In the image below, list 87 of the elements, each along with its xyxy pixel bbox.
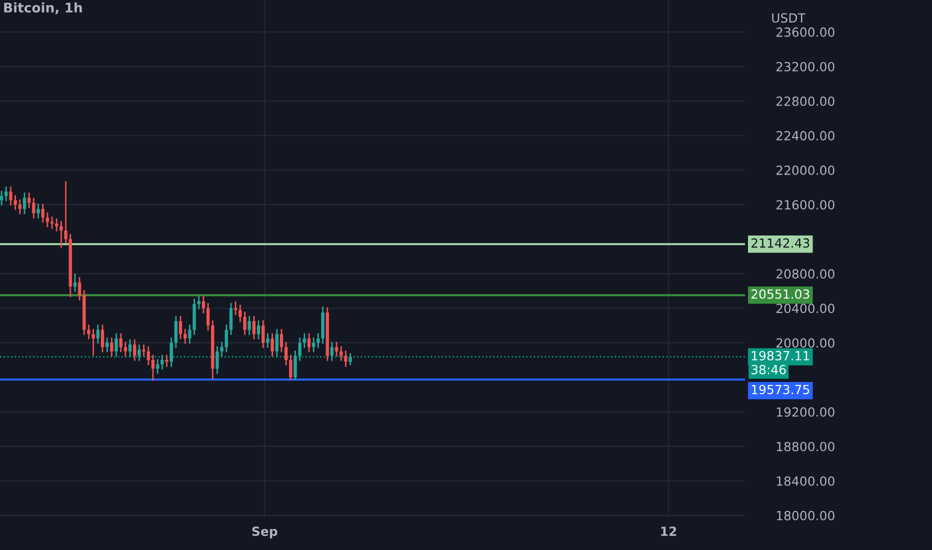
ref-line-label: 20551.03 <box>751 289 810 299</box>
candlestick <box>170 336 173 368</box>
ref-line-label: 19837.11 <box>752 350 810 360</box>
candlestick <box>284 341 288 366</box>
candlestick <box>100 324 104 353</box>
y-tick-label: 23200.00 <box>776 62 834 72</box>
candlestick <box>64 180 68 244</box>
candlestick <box>36 203 40 220</box>
y-tick-label: 18400.00 <box>776 476 834 486</box>
x-tick-label: 12 <box>661 526 676 536</box>
y-tick-label: 22800.00 <box>776 96 834 106</box>
candlestick <box>216 346 219 375</box>
candlestick <box>334 341 338 358</box>
candlestick <box>229 302 233 336</box>
candlestick <box>128 338 132 358</box>
candlestick <box>138 344 141 362</box>
candlestick <box>54 218 58 232</box>
candlestick <box>119 332 122 353</box>
text: 38:46 <box>752 364 786 374</box>
candlestick <box>197 295 200 310</box>
candlestick <box>4 186 8 202</box>
candlestick <box>294 350 297 381</box>
ref-line-label: 19573.75 <box>752 384 810 394</box>
candlestick <box>160 354 164 370</box>
candlestick <box>174 315 178 349</box>
y-tick-label: 18800.00 <box>776 442 834 452</box>
candlestick <box>78 276 82 302</box>
x-tick-label: Sep <box>252 526 278 538</box>
y-tick-label: 20800.00 <box>776 269 834 279</box>
candlestick <box>316 332 320 349</box>
candlestick <box>256 320 260 340</box>
candlestick <box>330 341 334 362</box>
candlestick <box>27 192 31 209</box>
chart-title: Bitcoin, 1h <box>4 2 82 14</box>
candlestick <box>206 302 210 332</box>
y-tick-label: 23600.00 <box>776 27 834 37</box>
candlestick <box>270 332 274 358</box>
y-tick-label: 22000.00 <box>776 166 834 176</box>
candlestick <box>234 300 238 316</box>
candlestick <box>41 203 44 224</box>
candlestick <box>124 341 128 358</box>
candlestick <box>252 315 256 340</box>
candlestick <box>87 324 90 340</box>
candlestick <box>178 315 182 340</box>
candlestick <box>188 324 192 344</box>
y-tick-label: 20400.00 <box>776 304 834 314</box>
candlestick <box>238 304 242 323</box>
candlestick <box>224 324 228 353</box>
candlestick <box>96 324 100 344</box>
y-tick-label: 19200.00 <box>776 407 834 417</box>
candlestick <box>165 354 168 368</box>
candlestick <box>220 341 224 358</box>
candlestick <box>298 336 302 362</box>
candlestick <box>289 354 292 381</box>
candlestick <box>151 354 155 382</box>
candlestick <box>344 350 348 368</box>
candlestick <box>105 336 109 353</box>
candlestick <box>110 336 114 358</box>
candlestick <box>266 332 270 349</box>
candlestick <box>9 186 12 206</box>
y-tick-label: 21600.00 <box>776 200 834 210</box>
ref-line-label: 21142.43 <box>751 238 810 248</box>
candlestick <box>183 328 187 344</box>
candlestick <box>243 310 246 336</box>
candlestick <box>312 336 316 353</box>
candlestick <box>92 328 95 356</box>
candlestick <box>262 320 265 349</box>
candlestick <box>32 197 36 220</box>
candlestick <box>146 346 150 366</box>
candlestick <box>275 328 278 358</box>
y-axis-title: USDT <box>772 13 806 23</box>
candlestick <box>248 315 251 336</box>
candlestick <box>18 198 22 215</box>
candlestick <box>114 332 118 358</box>
candlestick <box>60 220 63 248</box>
candlestick <box>46 212 50 228</box>
candlestick <box>22 192 26 215</box>
y-tick-label: 18000.00 <box>776 510 834 520</box>
y-tick-label: 20000.00 <box>776 338 834 348</box>
candlestick <box>348 352 352 366</box>
candlestick <box>142 344 146 358</box>
candlestick <box>0 190 4 206</box>
candlestick <box>280 328 284 353</box>
candlestick <box>133 338 136 362</box>
candlestick <box>307 332 311 353</box>
candlestick <box>14 194 17 210</box>
y-tick-label: 22400.00 <box>776 131 834 140</box>
